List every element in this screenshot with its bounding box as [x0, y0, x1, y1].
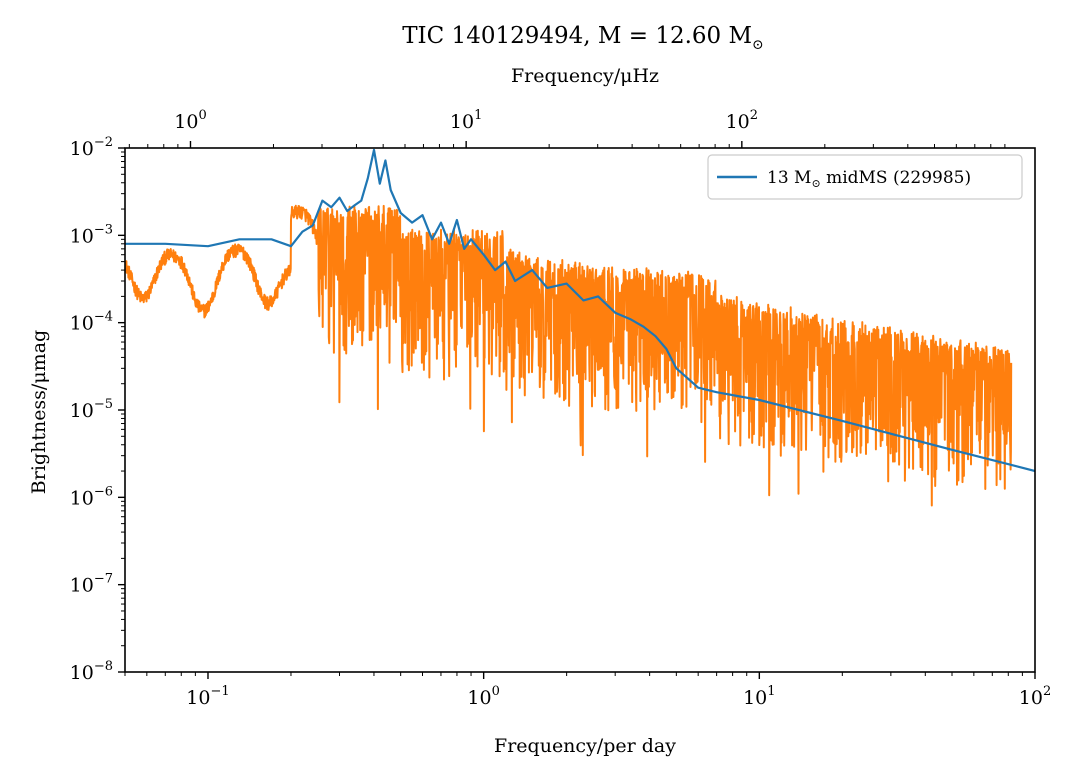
series-line-observed: [125, 204, 1013, 507]
title-sun-symbol: ⊙: [752, 37, 764, 53]
y-axis-label: Brightness/μmag: [28, 330, 50, 494]
y-tick-label: 10−2: [70, 135, 113, 160]
x-axis-label: Frequency/per day: [494, 735, 676, 757]
x-tick-label: 101: [743, 684, 775, 709]
top-x-axis-label: Frequency/μHz: [511, 65, 659, 87]
y-tick-label: 10−4: [70, 310, 113, 335]
plot-area: [125, 148, 1035, 507]
top-x-tick-label: 102: [726, 108, 758, 133]
top-x-tick-label: 101: [450, 108, 482, 133]
chart-title: TIC 140129494, M = 12.60 M⊙: [402, 23, 764, 53]
y-tick-label: 10−8: [70, 659, 113, 684]
x-tick-label: 100: [467, 684, 499, 709]
y-tick-label: 10−7: [70, 572, 113, 597]
legend-label-model: 13 M⊙ midMS (229985): [767, 168, 971, 190]
legend-box: [707, 154, 1023, 200]
legend-sun-symbol: ⊙: [811, 177, 820, 190]
legend: 13 M⊙ midMS (229985): [707, 154, 1023, 200]
series-line-model: [125, 148, 1035, 473]
y-tick-label: 10−5: [70, 397, 113, 422]
x-tick-label: 102: [1019, 684, 1051, 709]
top-x-tick-label: 100: [174, 108, 206, 133]
y-tick-label: 10−3: [70, 222, 113, 247]
x-tick-label: 10−1: [186, 684, 229, 709]
plot-frame: [124, 147, 1036, 673]
y-tick-label: 10−6: [70, 484, 113, 509]
